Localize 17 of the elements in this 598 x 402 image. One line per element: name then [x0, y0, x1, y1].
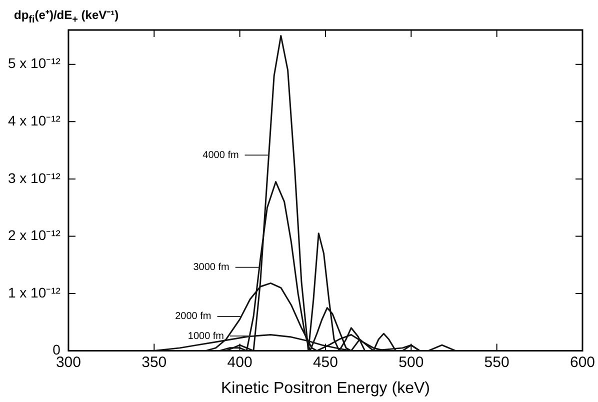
text: 3000 fm [193, 262, 230, 274]
x-tick-label: 600 [570, 354, 595, 371]
y-tick-label: 5 x 10⁻¹² [8, 55, 61, 72]
text: 4000 fm [202, 150, 239, 161]
x-tick-label: 450 [312, 354, 338, 371]
x-tick-label: 550 [484, 354, 510, 371]
y-tick-label: 1 x 10⁻¹² [8, 284, 61, 300]
x-tick-label: 500 [398, 354, 424, 371]
text: 2000 fm [175, 311, 212, 322]
x-tick-label: 350 [142, 354, 167, 371]
y-tick-label: 2 x 10⁻¹² [8, 227, 61, 244]
y-axis-title: dp$_{fi}$(e⁺)/dE$_{+}$ (keV⁻¹) [14, 7, 119, 26]
x-tick-label: 400 [227, 354, 252, 371]
y-tick-label: 4 x 10⁻¹² [8, 112, 61, 129]
x-axis-title: Kinetic Positron Energy (keV) [220, 380, 430, 397]
y-tick-label: 3 x 10⁻¹² [8, 170, 61, 186]
series-label: 1000 fm [188, 330, 224, 342]
